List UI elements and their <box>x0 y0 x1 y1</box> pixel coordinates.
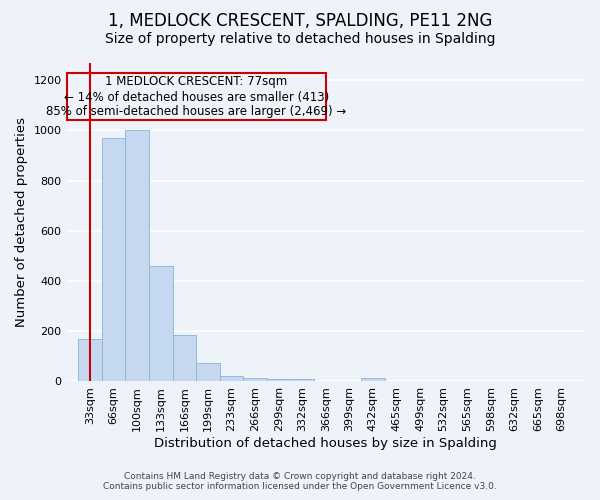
Bar <box>102 138 125 382</box>
Bar <box>267 379 290 382</box>
Bar <box>220 376 243 382</box>
Bar <box>290 379 314 382</box>
Bar <box>125 130 149 382</box>
Text: Size of property relative to detached houses in Spalding: Size of property relative to detached ho… <box>105 32 495 46</box>
Bar <box>361 378 385 382</box>
Text: 85% of semi-detached houses are larger (2,469) →: 85% of semi-detached houses are larger (… <box>46 105 346 118</box>
Bar <box>196 362 220 382</box>
Bar <box>173 335 196 382</box>
Y-axis label: Number of detached properties: Number of detached properties <box>15 117 28 327</box>
X-axis label: Distribution of detached houses by size in Spalding: Distribution of detached houses by size … <box>154 437 497 450</box>
Bar <box>243 378 267 382</box>
FancyBboxPatch shape <box>67 72 326 120</box>
Bar <box>79 339 102 382</box>
Text: 1 MEDLOCK CRESCENT: 77sqm: 1 MEDLOCK CRESCENT: 77sqm <box>105 74 287 88</box>
Bar <box>149 266 173 382</box>
Text: Contains HM Land Registry data © Crown copyright and database right 2024.
Contai: Contains HM Land Registry data © Crown c… <box>103 472 497 491</box>
Text: ← 14% of detached houses are smaller (413): ← 14% of detached houses are smaller (41… <box>64 91 329 104</box>
Text: 1, MEDLOCK CRESCENT, SPALDING, PE11 2NG: 1, MEDLOCK CRESCENT, SPALDING, PE11 2NG <box>108 12 492 30</box>
